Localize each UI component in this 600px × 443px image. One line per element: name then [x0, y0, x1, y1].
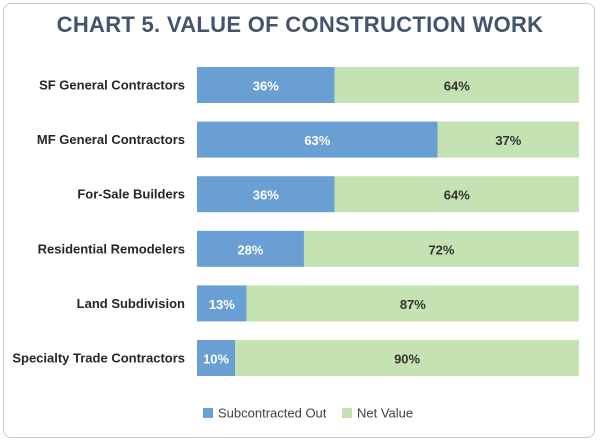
bar-subcontracted: [197, 176, 335, 213]
bar-subcontracted: [197, 285, 247, 322]
data-label: 64%: [444, 79, 470, 94]
legend-swatch: [342, 408, 352, 418]
bar-net-value: [334, 67, 579, 103]
bar-subcontracted: [197, 121, 438, 158]
bar-subcontracted: [197, 230, 304, 267]
data-label: 90%: [394, 352, 420, 367]
category-label: Specialty Trade Contractors: [12, 351, 185, 366]
category-label: SF General Contractors: [39, 78, 185, 93]
category-label: Residential Remodelers: [38, 241, 185, 256]
data-label: 36%: [253, 79, 279, 94]
category-label: For-Sale Builders: [77, 187, 185, 202]
data-label: 87%: [400, 297, 426, 312]
bar-net-value: [437, 121, 579, 158]
data-label: 37%: [495, 133, 521, 148]
bar-net-value: [246, 285, 579, 322]
data-label: 10%: [203, 352, 229, 367]
chart-title: CHART 5. VALUE OF CONSTRUCTION WORK: [56, 12, 544, 37]
legend-label: Subcontracted Out: [218, 406, 327, 421]
category-label: MF General Contractors: [37, 132, 185, 147]
data-label: 63%: [304, 133, 330, 148]
data-label: 28%: [237, 242, 263, 257]
bar-net-value: [334, 176, 579, 213]
bar-net-value: [303, 230, 579, 267]
data-label: 13%: [209, 297, 235, 312]
data-label: 36%: [253, 188, 279, 203]
bar-subcontracted: [197, 340, 236, 376]
legend-label: Net Value: [357, 406, 413, 421]
category-label: Land Subdivision: [77, 296, 185, 311]
bar-subcontracted: [197, 67, 335, 103]
data-label: 64%: [444, 188, 470, 203]
data-label: 72%: [428, 242, 454, 257]
bar-net-value: [235, 340, 579, 376]
legend-swatch: [203, 408, 213, 418]
